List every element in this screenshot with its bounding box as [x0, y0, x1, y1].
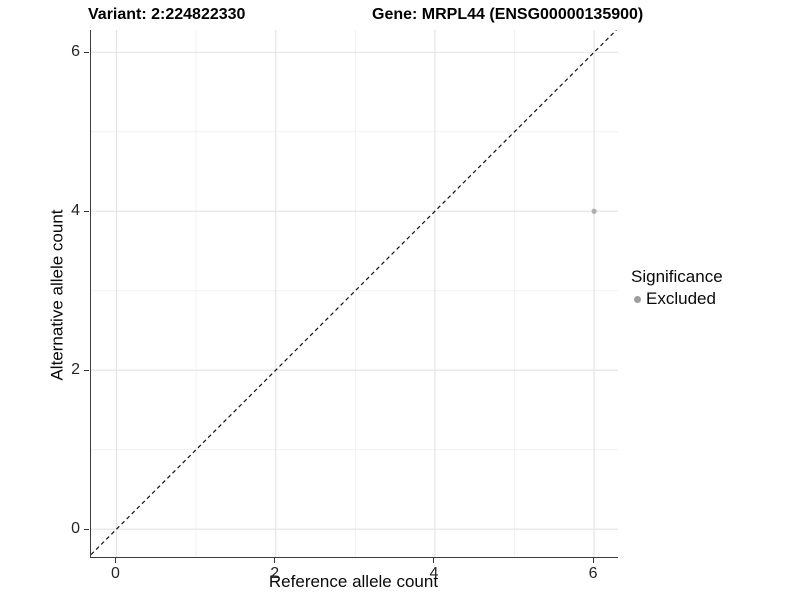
x-tick-mark [433, 558, 435, 563]
legend: Significance Excluded [630, 267, 723, 309]
plot-title-gene: Gene: MRPL44 (ENSG00000135900) [372, 6, 644, 23]
y-tick-label: 4 [71, 202, 80, 220]
x-tick-mark [274, 558, 276, 563]
y-tick-mark [84, 369, 89, 371]
y-tick-label: 0 [71, 520, 80, 538]
x-tick-label: 4 [429, 565, 439, 582]
y-tick-mark [84, 51, 89, 53]
plot-title-variant: Variant: 2:224822330 [88, 6, 246, 23]
x-tick-label: 0 [111, 565, 120, 582]
x-tick-mark [114, 558, 116, 563]
data-point [591, 208, 597, 214]
legend-title: Significance [631, 267, 723, 286]
x-axis-title: Reference allele count [268, 572, 439, 591]
x-tick-mark [592, 558, 594, 563]
legend-point-icon [634, 295, 641, 303]
x-tick-label: 2 [270, 565, 280, 582]
plot-panel [90, 30, 618, 558]
y-tick-label: 2 [71, 361, 80, 379]
plot-canvas [91, 30, 618, 557]
legend-item-excluded: Excluded [630, 289, 723, 309]
identity-dashed-line [91, 30, 617, 556]
x-tick-label: 6 [588, 565, 598, 582]
y-tick-mark [84, 528, 89, 530]
y-tick-mark [84, 210, 89, 212]
y-axis-title: Alternative allele count [47, 209, 67, 381]
y-tick-label: 6 [71, 43, 80, 61]
legend-item-label: Excluded [646, 289, 716, 308]
